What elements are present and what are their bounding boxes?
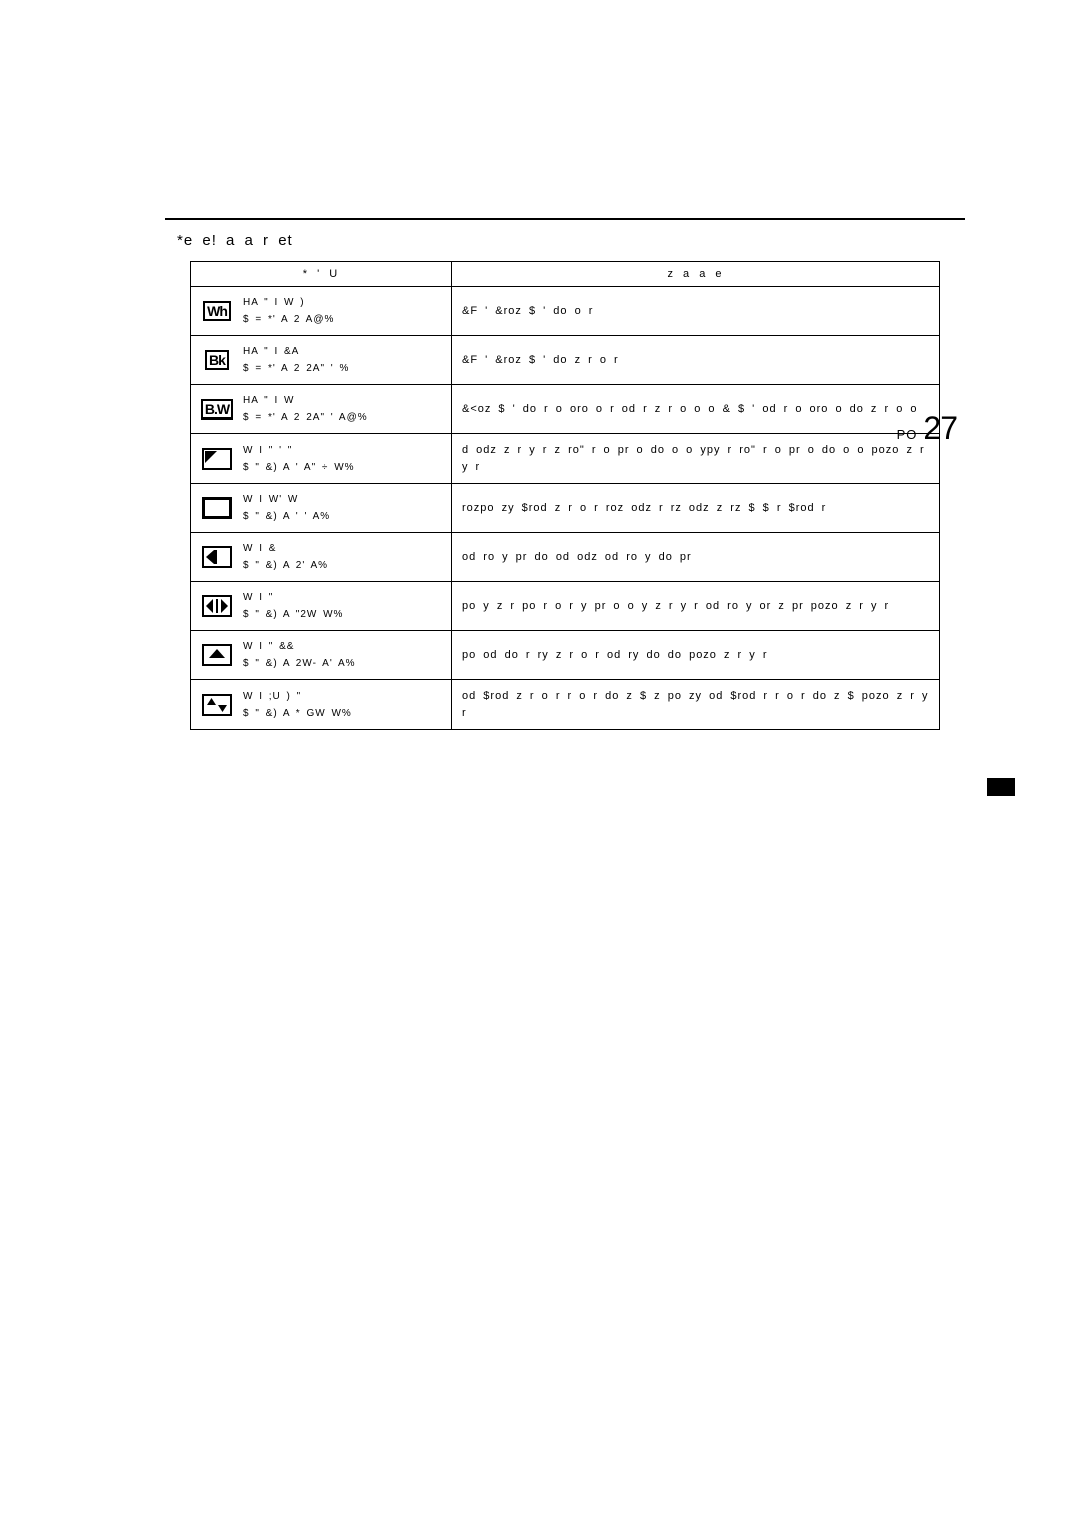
- name-line-1: W I &: [243, 541, 328, 556]
- name-line-2: $ = *' A 2 A@%: [243, 312, 334, 327]
- name-line-2: $ " &) A 2' A%: [243, 558, 328, 573]
- edge-tab: [987, 778, 1015, 796]
- row-icon: [201, 447, 233, 471]
- desc-cell: od $rod z r o r r o r do z $ z po zy od …: [452, 680, 940, 730]
- name-line-2: $ " &) A "2W W%: [243, 607, 343, 622]
- name-lines: W I & $ " &) A 2' A%: [243, 541, 328, 573]
- row-icon: [201, 496, 233, 520]
- name-cell: W I " $ " &) A "2W W%: [191, 582, 452, 631]
- table-row: W I W' W $ " &) A ' ' A% rozpo zy $rod z …: [191, 484, 940, 533]
- name-line-2: $ " &) A * GW W%: [243, 706, 352, 721]
- wh-badge-icon: Wh: [203, 301, 231, 321]
- desc-cell: &F ' &roz $ ' do o r: [452, 287, 940, 336]
- name-line-1: W I " ' ": [243, 443, 355, 458]
- header-rule: [165, 218, 965, 220]
- name-line-2: $ = *' A 2 2A" ' %: [243, 361, 349, 376]
- row-icon: B.W: [201, 397, 233, 421]
- page-title: *e e! a a r et: [177, 232, 965, 249]
- page: PO 27 *e e! a a r et * ' U z a a e Wh HA …: [165, 218, 965, 730]
- name-lines: HA " I W ) $ = *' A 2 A@%: [243, 295, 334, 327]
- etiquette-table: * ' U z a a e Wh HA " I W ) $ = *' A 2 A@%…: [190, 261, 940, 730]
- name-cell: Bk HA " I &A $ = *' A 2 2A" ' %: [191, 336, 452, 385]
- name-line-1: W I " &&: [243, 639, 356, 654]
- desc-cell: &F ' &roz $ ' do z r o r: [452, 336, 940, 385]
- table-row: Bk HA " I &A $ = *' A 2 2A" ' % &F ' &roz $…: [191, 336, 940, 385]
- square-icon: [202, 497, 232, 519]
- up-down-arrow-icon: [202, 694, 232, 716]
- row-icon: [201, 693, 233, 717]
- name-lines: W I " && $ " &) A 2W- A' A%: [243, 639, 356, 671]
- row-icon: [201, 594, 233, 618]
- desc-cell: od ro y pr do od odz od ro y do pr: [452, 533, 940, 582]
- desc-cell: po y z r po r o r y pr o o y z r y r od …: [452, 582, 940, 631]
- name-lines: HA " I W $ = *' A 2 2A" ' A@%: [243, 393, 368, 425]
- name-line-1: HA " I W: [243, 393, 368, 408]
- row-icon: [201, 545, 233, 569]
- name-lines: W I " $ " &) A "2W W%: [243, 590, 343, 622]
- desc-cell: po od do r ry z r o r od ry do do pozo z…: [452, 631, 940, 680]
- name-lines: W I ;U ) " $ " &) A * GW W%: [243, 689, 352, 721]
- name-line-1: HA " I &A: [243, 344, 349, 359]
- desc-cell: &<oz $ ' do r o oro o r od r z r o o o &…: [452, 385, 940, 434]
- name-lines: W I " ' " $ " &) A ' A" ÷ W%: [243, 443, 355, 475]
- desc-cell: rozpo zy $rod z r o r roz odz r rz odz z…: [452, 484, 940, 533]
- name-lines: HA " I &A $ = *' A 2 2A" ' %: [243, 344, 349, 376]
- name-cell: W I " && $ " &) A 2W- A' A%: [191, 631, 452, 680]
- name-line-1: W I ": [243, 590, 343, 605]
- name-line-2: $ " &) A ' A" ÷ W%: [243, 460, 355, 475]
- row-icon: Wh: [201, 299, 233, 323]
- name-cell: W I " ' " $ " &) A ' A" ÷ W%: [191, 434, 452, 484]
- name-cell: W I & $ " &) A 2' A%: [191, 533, 452, 582]
- page-number: PO 27: [897, 410, 957, 447]
- name-line-2: $ " &) A 2W- A' A%: [243, 656, 356, 671]
- table-row: W I " $ " &) A "2W W% po y z r po r o r y…: [191, 582, 940, 631]
- table-row: Wh HA " I W ) $ = *' A 2 A@% &F ' &roz $ ' …: [191, 287, 940, 336]
- name-line-1: W I W' W: [243, 492, 330, 507]
- table-row: W I & $ " &) A 2' A% od ro y pr do od odz…: [191, 533, 940, 582]
- name-cell: Wh HA " I W ) $ = *' A 2 A@%: [191, 287, 452, 336]
- col-header-1: * ' U: [191, 262, 452, 287]
- name-cell: B.W HA " I W $ = *' A 2 2A" ' A@%: [191, 385, 452, 434]
- table-row: W I " && $ " &) A 2W- A' A% po od do r ry…: [191, 631, 940, 680]
- page-number-value: 27: [923, 410, 957, 447]
- table-row: W I ;U ) " $ " &) A * GW W% od $rod z r o…: [191, 680, 940, 730]
- name-line-2: $ " &) A ' ' A%: [243, 509, 330, 524]
- name-line-2: $ = *' A 2 2A" ' A@%: [243, 410, 368, 425]
- desc-cell: d odz z r y r z ro" r o pr o do o o ypy …: [452, 434, 940, 484]
- row-icon: Bk: [201, 348, 233, 372]
- left-right-arrow-icon: [202, 595, 232, 617]
- up-arrow-icon: [202, 644, 232, 666]
- table-row: B.W HA " I W $ = *' A 2 2A" ' A@% &<oz $ ' …: [191, 385, 940, 434]
- page-prefix: PO: [897, 427, 918, 442]
- col-header-2: z a a e: [452, 262, 940, 287]
- table-row: W I " ' " $ " &) A ' A" ÷ W% d odz z r y …: [191, 434, 940, 484]
- bw-badge-icon: B.W: [201, 399, 233, 420]
- corner-icon: [202, 448, 232, 470]
- name-cell: W I ;U ) " $ " &) A * GW W%: [191, 680, 452, 730]
- name-line-1: HA " I W ): [243, 295, 334, 310]
- name-lines: W I W' W $ " &) A ' ' A%: [243, 492, 330, 524]
- left-arrow-icon: [202, 546, 232, 568]
- row-icon: [201, 643, 233, 667]
- name-cell: W I W' W $ " &) A ' ' A%: [191, 484, 452, 533]
- bk-badge-icon: Bk: [205, 350, 229, 370]
- name-line-1: W I ;U ) ": [243, 689, 352, 704]
